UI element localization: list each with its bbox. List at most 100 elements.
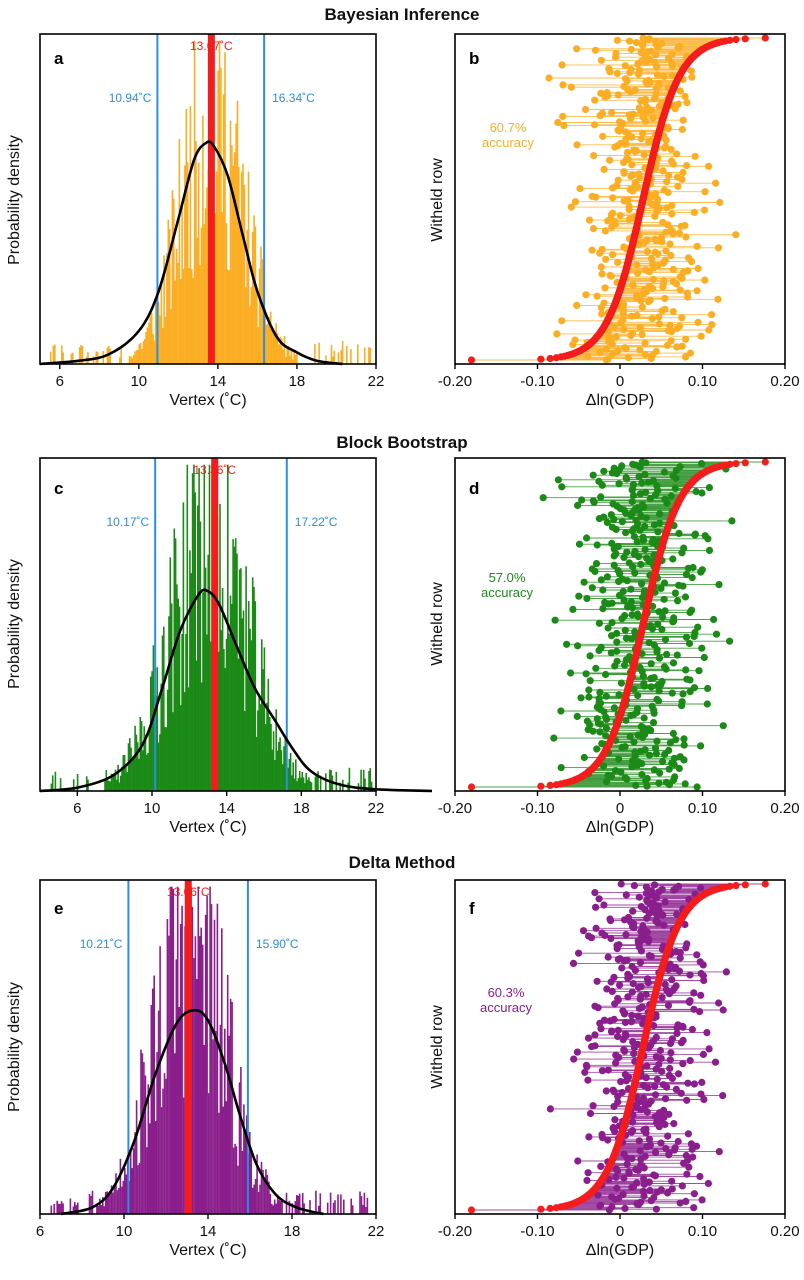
actual-point [741, 459, 749, 467]
predicted-point [732, 231, 740, 239]
predicted-point [686, 997, 694, 1005]
predicted-point [655, 320, 664, 328]
histogram-bar [135, 734, 138, 791]
predicted-point [660, 579, 669, 587]
histogram-bar [288, 1200, 291, 1214]
predicted-point [624, 196, 632, 204]
histogram-bar [301, 771, 304, 791]
predicted-point [621, 661, 629, 669]
predicted-point [614, 542, 622, 551]
actual-point [537, 1205, 545, 1213]
predicted-point [716, 198, 724, 207]
predicted-point [668, 157, 676, 165]
histogram-bar [333, 350, 336, 364]
histogram-bar [122, 755, 125, 791]
predicted-point [583, 594, 591, 603]
predicted-point [608, 987, 616, 996]
histogram-bar [296, 1195, 298, 1214]
predicted-point [620, 553, 628, 562]
histogram-bar [91, 1190, 94, 1214]
histogram-bar [145, 331, 147, 364]
predicted-point [682, 570, 691, 579]
predicted-point [608, 1027, 616, 1035]
histogram-bar [180, 705, 182, 791]
histogram-bar [286, 348, 289, 364]
predicted-point [648, 314, 656, 323]
predicted-point [668, 201, 676, 210]
histogram-bar [119, 775, 122, 791]
histogram-bar [144, 339, 146, 364]
predicted-point [646, 55, 654, 64]
predicted-point [715, 244, 723, 252]
predicted-point [638, 501, 647, 509]
predicted-point [593, 715, 601, 723]
predicted-point [640, 714, 648, 722]
histogram-bar [138, 758, 140, 791]
histogram-bar [278, 742, 280, 791]
predicted-point [661, 495, 669, 503]
predicted-point [614, 258, 622, 266]
histogram-bar [85, 776, 88, 791]
x-tick-label: 0.20 [770, 1223, 799, 1240]
predicted-point [635, 758, 643, 766]
histogram-bar [201, 944, 204, 1214]
plot-frame [39, 457, 377, 792]
predicted-point [599, 605, 607, 613]
histogram-bar [137, 350, 139, 364]
x-tick-label: 18 [293, 800, 310, 817]
predicted-point [620, 243, 628, 251]
histogram-bar [325, 773, 327, 791]
predicted-point [590, 152, 598, 160]
histogram-bar [273, 1199, 276, 1214]
predicted-point [684, 1079, 692, 1087]
histogram-bar [75, 1205, 78, 1214]
predicted-point [621, 1204, 629, 1212]
histogram-bar [227, 269, 229, 364]
predicted-point [631, 628, 639, 636]
histogram-bar [149, 676, 152, 791]
predicted-point [546, 1105, 555, 1113]
predicted-point [672, 948, 680, 956]
histogram-bar [221, 211, 223, 364]
predicted-point [637, 1161, 645, 1169]
predicted-point [560, 122, 568, 130]
predicted-point [559, 112, 567, 120]
histogram-bar [151, 988, 154, 1214]
histogram-bar [364, 778, 366, 791]
histogram-bar [289, 355, 291, 364]
y-axis-label: Probability density [6, 135, 23, 265]
histogram-bar [296, 781, 298, 791]
histogram-bar [198, 468, 200, 791]
predicted-point [597, 576, 605, 584]
predicted-point [551, 616, 559, 624]
y-axis-label: Witheld row [429, 1005, 446, 1089]
predicted-point [583, 534, 591, 542]
predicted-point [596, 348, 604, 356]
histogram-bar [163, 1073, 166, 1214]
predicted-point [719, 1006, 727, 1014]
predicted-point [633, 538, 641, 546]
histogram-bar [172, 888, 175, 1214]
predicted-point [644, 76, 653, 84]
histogram-bar [162, 1088, 164, 1214]
histogram-bar [288, 758, 291, 791]
predicted-point [662, 247, 670, 255]
predicted-point [569, 605, 577, 614]
histogram-bar [235, 123, 237, 364]
histogram-bar [96, 1203, 98, 1214]
predicted-point [666, 1064, 674, 1072]
predicted-point [697, 969, 705, 978]
estimate-label: 13.06˚C [167, 885, 210, 899]
predicted-point [620, 596, 628, 604]
histogram-bar [160, 683, 162, 791]
histogram-bar [319, 1193, 322, 1214]
predicted-point [675, 764, 683, 773]
histogram-bar [247, 171, 250, 364]
predicted-point [648, 702, 656, 710]
predicted-point [593, 292, 601, 300]
histogram-bar [242, 610, 245, 791]
predicted-point [629, 460, 637, 468]
histogram-bar [108, 780, 110, 791]
actual-point [537, 355, 545, 363]
predicted-point [608, 619, 616, 627]
